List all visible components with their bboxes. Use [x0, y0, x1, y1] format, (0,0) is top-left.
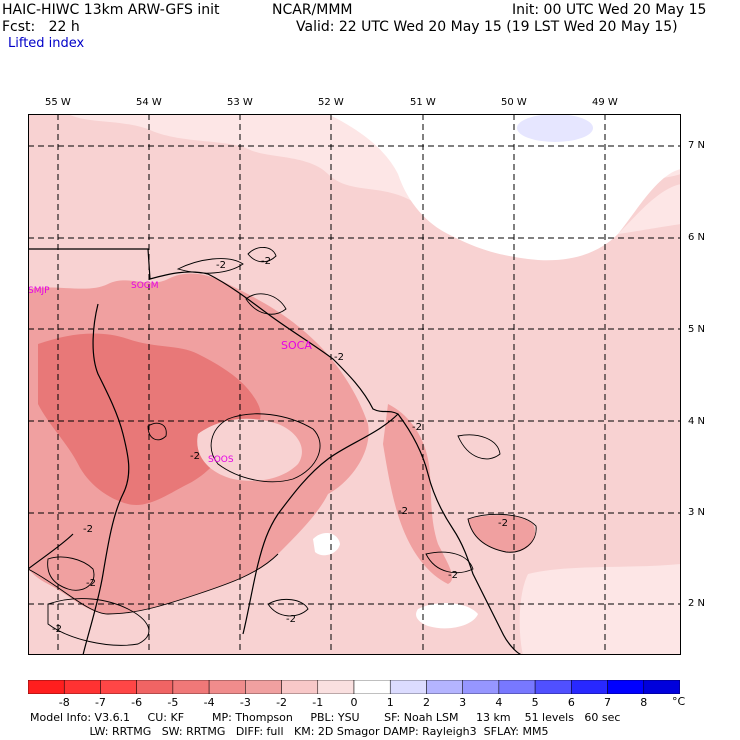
- contour-labels: -2 -2 -2 -2 -2 -2 -2 -2 -2 -2 -2 -2: [52, 256, 508, 635]
- forecast-hour: Fcst: 22 h: [2, 19, 80, 35]
- colorbar-box: [317, 680, 355, 694]
- init-time: Init: 00 UTC Wed 20 May 15: [512, 2, 707, 18]
- colorbar-tick-label: 0: [350, 696, 358, 709]
- lon-label-50w: 50 W: [501, 97, 527, 108]
- contour-label: -2: [412, 422, 422, 433]
- lon-label-53w: 53 W: [227, 97, 253, 108]
- colorbar-box: [462, 680, 500, 694]
- station-soca: SOCA: [281, 339, 312, 352]
- colorbar-tick-label: 4: [495, 696, 503, 709]
- colorbar-box: [28, 680, 65, 694]
- model-info-line2: LW: RRTMG SW: RRTMG DIFF: full KM: 2D Sm…: [30, 725, 549, 738]
- colorbar-tick-label: 1: [386, 696, 394, 709]
- colorbar-tick-label: 3: [459, 696, 467, 709]
- colorbar-box: [389, 680, 427, 694]
- lon-label-52w: 52 W: [318, 97, 344, 108]
- pale-inner-patch: [197, 418, 302, 481]
- lon-label-54w: 54 W: [136, 97, 162, 108]
- colorbar-box: [607, 680, 645, 694]
- colorbar-tick-label: -5: [167, 696, 179, 709]
- contour-label: -2: [216, 260, 226, 271]
- colorbar-box: [353, 680, 391, 694]
- white-northeast-region: [328, 114, 681, 261]
- colorbar-unit: °C: [672, 695, 686, 708]
- model-info-line1: Model Info: V3.6.1 CU: KF MP: Thompson P…: [30, 711, 621, 724]
- colorbar-box: [571, 680, 608, 694]
- colorbar-box: [643, 680, 680, 694]
- lat-label-3n: 3 N: [688, 507, 706, 518]
- contour-label: -2: [334, 352, 344, 363]
- contour-label: -2: [190, 451, 200, 462]
- model-title: HAIC-HIWC 13km ARW-GFS init: [2, 2, 220, 18]
- colorbar-box: [63, 680, 101, 694]
- colorbar-box: [534, 680, 572, 694]
- colorbar-box: [281, 680, 319, 694]
- colorbar-tick-label: -2: [276, 696, 288, 709]
- boundaries: [28, 248, 524, 655]
- blue-patch: [517, 114, 593, 142]
- map-frame: [28, 114, 681, 655]
- station-smjp: SMJP: [28, 286, 50, 296]
- white-south-patch-2: [416, 602, 478, 629]
- colorbar-tick-label: 7: [604, 696, 612, 709]
- contours: [28, 247, 537, 646]
- colorbar-tick-label: -4: [203, 696, 215, 709]
- contour-label: -2: [448, 570, 458, 581]
- colorbar-box: [426, 680, 463, 694]
- colorbar-tick-label: 8: [640, 696, 648, 709]
- lifted-index-map: -2 -2 -2 -2 -2 -2 -2 -2 -2 -2 -2 -2 SMJP…: [28, 114, 681, 655]
- colorbar-tick-label: -3: [239, 696, 251, 709]
- colorbar-tick-label: -1: [312, 696, 324, 709]
- station-labels: SMJP SOGM SOCA SOOS: [28, 281, 312, 465]
- contour-label: -2: [261, 256, 271, 267]
- colorbar-tick-label: -6: [131, 696, 143, 709]
- colorbar-tick-label: -8: [58, 696, 70, 709]
- contour-label: -2: [286, 614, 296, 625]
- white-south-patch: [313, 532, 340, 556]
- lon-label-51w: 51 W: [410, 97, 436, 108]
- colorbar-box: [245, 680, 282, 694]
- contour-label: -2: [498, 518, 508, 529]
- colorbar-tick-label: -7: [94, 696, 106, 709]
- white-southeast-patch: [519, 564, 681, 655]
- colorbar-box: [498, 680, 536, 694]
- contour-label: -2: [83, 524, 93, 535]
- lat-lon-grid: [28, 114, 681, 655]
- field-name: Lifted index: [8, 36, 85, 51]
- contour-label: -2: [86, 578, 96, 589]
- colorbar-box: [136, 680, 174, 694]
- coastal-pink-strip: [383, 404, 453, 584]
- lat-label-7n: 7 N: [688, 140, 706, 151]
- colorbar-box: [100, 680, 137, 694]
- lon-label-55w: 55 W: [45, 97, 71, 108]
- valid-time: Valid: 22 UTC Wed 20 May 15 (19 LST Wed …: [296, 19, 678, 35]
- contour-label: -2: [398, 506, 408, 517]
- colorbar-tick-label: 5: [531, 696, 539, 709]
- lat-label-5n: 5 N: [688, 324, 706, 335]
- lon-label-49w: 49 W: [592, 97, 618, 108]
- station-sogm: SOGM: [131, 281, 159, 291]
- org-title: NCAR/MMM: [272, 2, 353, 18]
- station-soos: SOOS: [208, 455, 234, 465]
- colorbar-box: [208, 680, 246, 694]
- contour-label: -2: [52, 624, 62, 635]
- colorbar-box: [172, 680, 210, 694]
- lat-label-2n: 2 N: [688, 598, 706, 609]
- pale-east-region: [618, 184, 681, 234]
- colorbar-tick-label: 6: [567, 696, 575, 709]
- colorbar: [28, 680, 680, 694]
- lat-label-6n: 6 N: [688, 232, 706, 243]
- lat-label-4n: 4 N: [688, 416, 706, 427]
- colorbar-tick-label: 2: [422, 696, 430, 709]
- south-pink-patch: [468, 515, 536, 553]
